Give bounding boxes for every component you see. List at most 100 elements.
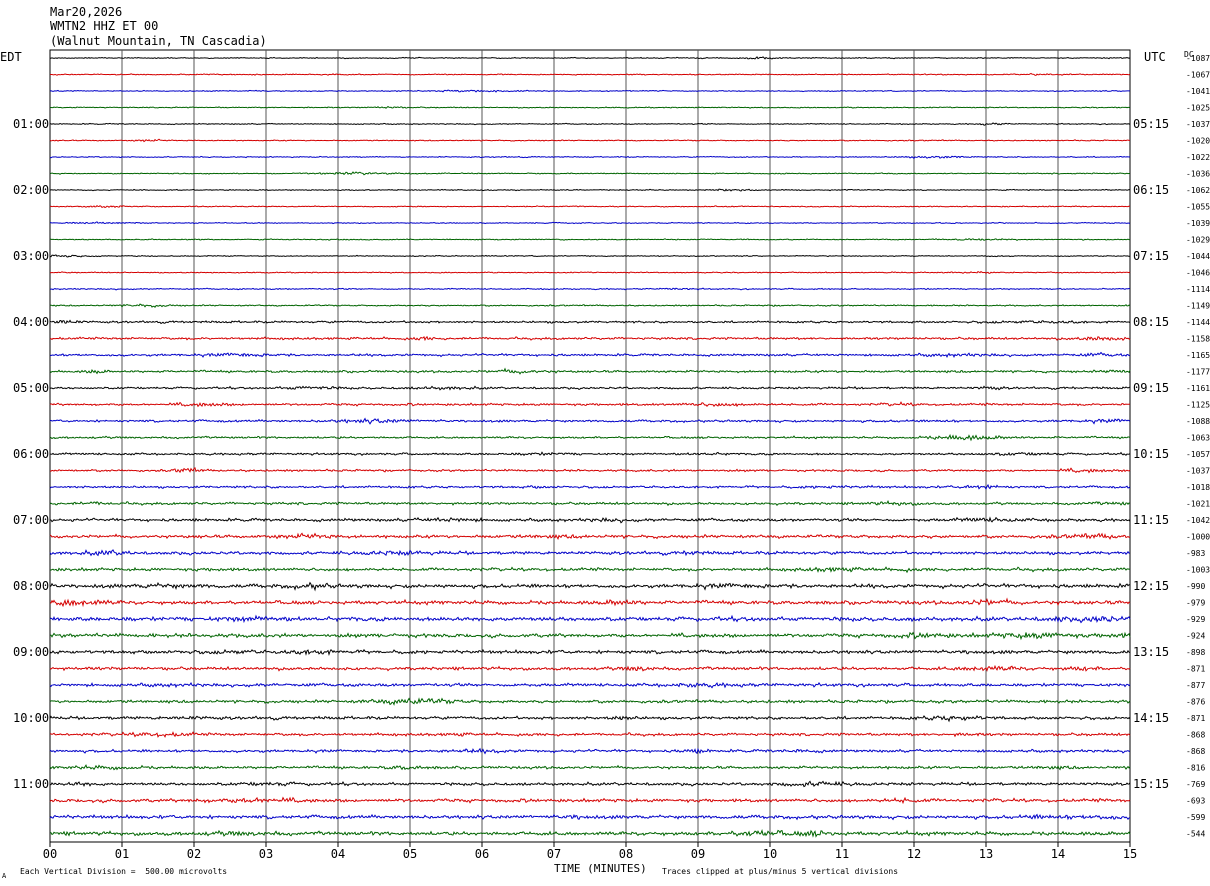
seismic-trace (49, 319, 1131, 325)
trace-dc-offset-label: -1020 (1186, 137, 1210, 146)
seismic-trace (49, 747, 1131, 755)
station-code: WMTN2 HHZ ET 00 (50, 19, 159, 33)
trace-dc-offset-label: -1000 (1186, 533, 1210, 542)
x-tick-label: 05 (403, 847, 417, 861)
seismic-trace (49, 780, 1131, 788)
edt-hour-label: 03:00 (13, 249, 49, 263)
x-tick-label: 13 (979, 847, 993, 861)
trace-dc-offset-label: -1055 (1186, 203, 1210, 212)
scale-note: Each Vertical Division = 500.00 microvol… (20, 867, 228, 876)
trace-dc-offset-label: -1177 (1186, 368, 1210, 377)
seismic-trace (49, 813, 1131, 821)
seismic-trace (49, 516, 1131, 524)
edt-hour-label: 07:00 (13, 513, 49, 527)
seismic-trace (49, 56, 1131, 60)
edt-hour-label: 09:00 (13, 645, 49, 659)
trace-dc-offset-label: -1022 (1186, 153, 1210, 162)
trace-dc-offset-label: -1029 (1186, 236, 1210, 245)
dc-label: DC (1184, 50, 1194, 59)
seismic-trace (49, 188, 1131, 192)
trace-dc-offset-label: -1046 (1186, 269, 1210, 278)
seismic-trace (49, 72, 1131, 76)
trace-dc-offset-label: -898 (1186, 648, 1205, 657)
x-tick-label: 15 (1123, 847, 1137, 861)
trace-dc-offset-label: -1063 (1186, 434, 1210, 443)
trace-dc-offset-label: -1149 (1186, 302, 1210, 311)
trace-dc-offset-label: -544 (1186, 830, 1205, 839)
seismic-trace (49, 351, 1131, 358)
station-location: (Walnut Mountain, TN Cascadia) (50, 34, 267, 48)
x-tick-label: 11 (835, 847, 849, 861)
seismic-trace (49, 681, 1131, 689)
edt-hour-label: 06:00 (13, 447, 49, 461)
seismic-trace (49, 155, 1131, 160)
seismic-trace (49, 122, 1131, 126)
seismic-trace (49, 829, 1131, 838)
trace-dc-offset-label: -868 (1186, 747, 1205, 756)
utc-axis-label: UTC (1144, 50, 1166, 64)
utc-hour-label: 09:15 (1133, 381, 1169, 395)
utc-hour-label: 12:15 (1133, 579, 1169, 593)
trace-dc-offset-label: -769 (1186, 780, 1205, 789)
edt-hour-label: 08:00 (13, 579, 49, 593)
utc-hour-label: 08:15 (1133, 315, 1169, 329)
x-tick-label: 14 (1051, 847, 1065, 861)
trace-dc-offset-label: -1037 (1186, 120, 1210, 129)
trace-dc-offset-label: -1125 (1186, 401, 1210, 410)
trace-dc-offset-label: -868 (1186, 731, 1205, 740)
seismic-trace (49, 566, 1131, 574)
seismic-trace (49, 451, 1131, 457)
trace-dc-offset-label: -1039 (1186, 219, 1210, 228)
seismic-trace (49, 715, 1131, 723)
trace-dc-offset-label: -1042 (1186, 516, 1210, 525)
utc-hour-label: 15:15 (1133, 777, 1169, 791)
utc-hour-label: 13:15 (1133, 645, 1169, 659)
x-tick-label: 06 (475, 847, 489, 861)
seismic-trace (49, 434, 1131, 442)
seismic-trace (49, 335, 1131, 342)
trace-dc-offset-label: -1087 (1186, 54, 1210, 63)
utc-hour-label: 07:15 (1133, 249, 1169, 263)
trace-dc-offset-label: -1036 (1186, 170, 1210, 179)
seismic-trace (49, 385, 1131, 391)
seismic-trace (49, 238, 1131, 241)
clip-note: Traces clipped at plus/minus 5 vertical … (662, 867, 899, 876)
seismic-trace (49, 138, 1131, 143)
trace-dc-offset-label: -693 (1186, 797, 1205, 806)
trace-dc-offset-label: -1025 (1186, 104, 1210, 113)
seismic-trace (49, 796, 1131, 805)
trace-dc-offset-label: -1003 (1186, 566, 1210, 575)
seismic-trace (49, 467, 1131, 474)
x-tick-label: 04 (331, 847, 345, 861)
trace-dc-offset-label: -924 (1186, 632, 1205, 641)
trace-dc-offset-label: -1165 (1186, 351, 1210, 360)
x-tick-label: 03 (259, 847, 273, 861)
trace-dc-offset-label: -816 (1186, 764, 1205, 773)
edt-hour-label: 10:00 (13, 711, 49, 725)
x-tick-label: 00 (43, 847, 57, 861)
trace-dc-offset-label: -1158 (1186, 335, 1210, 344)
trace-dc-offset-label: -1114 (1186, 285, 1210, 294)
seismic-trace (49, 597, 1131, 608)
seismic-trace (49, 764, 1131, 771)
seismic-trace (49, 89, 1131, 93)
seismic-trace (49, 631, 1131, 641)
edt-hour-label: 02:00 (13, 183, 49, 197)
seismic-trace (49, 499, 1131, 507)
x-axis-title: TIME (MINUTES) (554, 862, 647, 875)
trace-dc-offset-label: -877 (1186, 681, 1205, 690)
seismic-trace (49, 204, 1131, 209)
trace-dc-offset-label: -871 (1186, 665, 1205, 674)
trace-dc-offset-label: -1144 (1186, 318, 1210, 327)
seismic-trace (49, 532, 1131, 540)
seismic-trace (49, 614, 1131, 624)
seismic-trace (49, 401, 1131, 408)
plot-frame (49, 49, 1131, 843)
seismic-trace (49, 171, 1131, 176)
utc-hour-label: 05:15 (1133, 117, 1169, 131)
x-tick-label: 02 (187, 847, 201, 861)
trace-dc-offset-label: -1067 (1186, 71, 1210, 80)
trace-dc-offset-label: -1041 (1186, 87, 1210, 96)
trace-dc-offset-label: -1037 (1186, 467, 1210, 476)
